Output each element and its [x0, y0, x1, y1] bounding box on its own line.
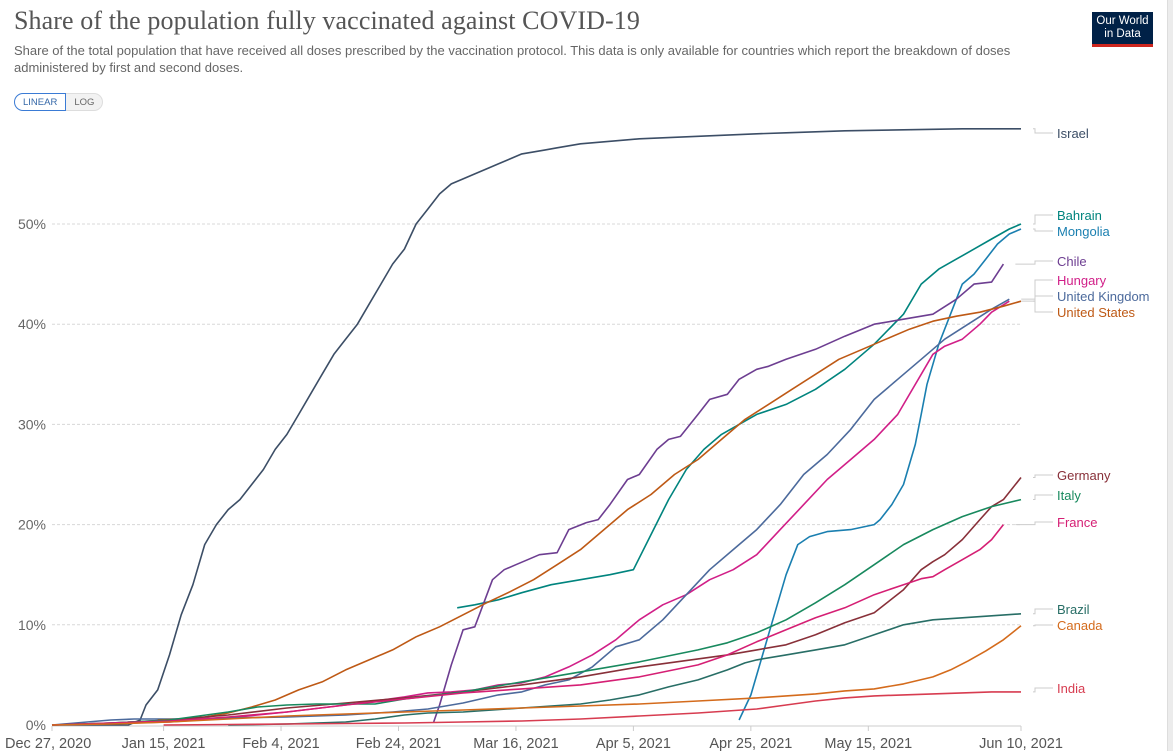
series-line-brazil — [228, 613, 1022, 726]
y-tick-label: 20% — [18, 517, 46, 533]
label-connector — [1021, 295, 1053, 300]
label-connector — [1015, 521, 1053, 526]
label-connector — [1021, 279, 1053, 302]
gridlines — [52, 223, 1021, 626]
chart-subtitle: Share of the total population that have … — [14, 43, 1011, 75]
series-label: France — [1057, 515, 1097, 530]
series-line-united-kingdom — [51, 298, 1010, 726]
series-label: Germany — [1057, 468, 1111, 483]
series-labels: IsraelBahrainMongoliaChileHungaryUnited … — [1015, 126, 1150, 696]
x-tick-label: May 15, 2021 — [824, 736, 912, 751]
x-axis: Dec 27, 2020 Jan 15, 2021 Feb 4, 2021 Feb 2… — [5, 725, 1063, 751]
label-connector — [1033, 624, 1053, 627]
scale-log-button[interactable]: LOG — [66, 93, 104, 111]
x-tick-label: Mar 16, 2021 — [473, 736, 558, 751]
x-tick-label: Feb 4, 2021 — [242, 736, 319, 751]
series-label: Israel — [1057, 126, 1089, 141]
x-tick-label: Feb 24, 2021 — [356, 736, 441, 751]
x-tick-label: Dec 27, 2020 — [5, 736, 91, 751]
scale-toggle: LINEAR LOG — [14, 93, 104, 111]
y-tick-label: 50% — [18, 216, 46, 232]
series-label: Brazil — [1057, 602, 1090, 617]
series-line-bahrain — [457, 223, 1022, 609]
label-connector — [1033, 494, 1053, 501]
y-tick-label: 0% — [26, 717, 46, 733]
scale-linear-button[interactable]: LINEAR — [14, 93, 67, 111]
series-label: Bahrain — [1057, 208, 1102, 223]
y-axis: 0% 10% 20% 30% 40% 50% — [18, 216, 46, 733]
label-connector — [1033, 687, 1053, 693]
x-tick-label: Apr 25, 2021 — [709, 736, 792, 751]
series-line-israel — [52, 128, 1021, 726]
logo-line-2: in Data — [1104, 28, 1141, 40]
y-tick-label: 30% — [18, 416, 46, 432]
series-label: Hungary — [1057, 273, 1107, 288]
x-tick-label: Jun 10, 2021 — [979, 736, 1063, 751]
scrollbar[interactable] — [1167, 0, 1173, 751]
owid-logo[interactable]: Our World in Data — [1092, 12, 1153, 47]
series-label: Italy — [1057, 488, 1081, 503]
label-connector — [1033, 474, 1053, 479]
series-line-mongolia — [738, 228, 1022, 721]
x-tick-label: Jan 15, 2021 — [122, 736, 206, 751]
logo-line-1: Our World — [1096, 15, 1149, 27]
series-line-france — [51, 524, 1005, 726]
label-connector — [1015, 260, 1053, 265]
series-label: India — [1057, 681, 1086, 696]
label-connector — [1033, 228, 1053, 232]
y-tick-label: 40% — [18, 316, 46, 332]
series-label: Chile — [1057, 254, 1087, 269]
series-label: Mongolia — [1057, 224, 1111, 239]
x-tick-label: Apr 5, 2021 — [596, 736, 671, 751]
series-line-canada — [51, 625, 1022, 726]
series-label: United Kingdom — [1057, 289, 1150, 304]
series-lines — [51, 128, 1022, 726]
series-line-germany — [51, 477, 1022, 726]
chart-title: Share of the population fully vaccinated… — [14, 6, 640, 35]
series-line-chile — [432, 263, 1005, 723]
label-connector — [1033, 128, 1053, 134]
series-line-united-states — [157, 300, 1022, 721]
label-connector — [1033, 300, 1053, 313]
series-line-italy — [51, 498, 1022, 726]
series-label: Canada — [1057, 618, 1103, 633]
series-label: United States — [1057, 305, 1136, 320]
label-connector — [1033, 608, 1053, 615]
y-tick-label: 10% — [18, 617, 46, 633]
series-line-india — [163, 691, 1021, 726]
label-connector — [1033, 214, 1053, 225]
series-line-hungary — [51, 300, 1010, 726]
